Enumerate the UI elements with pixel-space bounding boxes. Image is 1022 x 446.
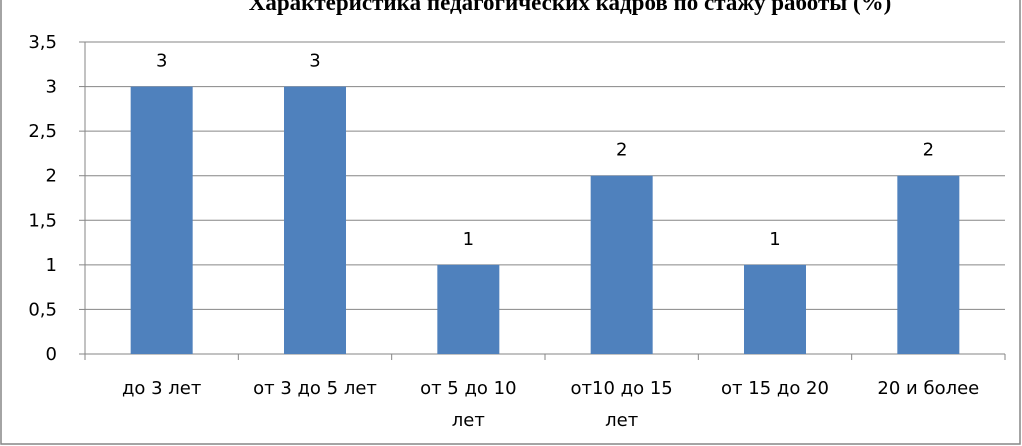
x-tick-label: от10 до 15 лет xyxy=(571,378,673,431)
bar xyxy=(284,86,346,355)
data-label: 2 xyxy=(616,140,627,161)
category-labels: до 3 лет от 3 до 5 лет от 5 до 10 лет от10 д… xyxy=(122,378,979,431)
x-tick-label: от 15 до 20 xyxy=(721,378,829,399)
bar xyxy=(744,264,806,354)
x-tick-label: от 5 до 10 лет xyxy=(420,378,516,431)
data-label: 3 xyxy=(309,51,320,72)
bar xyxy=(897,175,960,354)
x-tick-label: 20 и более xyxy=(877,378,979,399)
y-tick-label: 3 xyxy=(46,77,57,98)
y-tick-label: 2,5 xyxy=(28,121,57,142)
y-tick-label: 0,5 xyxy=(28,299,57,320)
data-label: 3 xyxy=(156,51,167,72)
x-tick-label: от 3 до 5 лет xyxy=(253,378,377,399)
axes: 0 0,5 1 1,5 2 2,5 3 3,5 xyxy=(28,32,1006,365)
gridlines xyxy=(85,41,1005,310)
y-tick-label: 1,5 xyxy=(28,210,57,231)
data-label: 1 xyxy=(769,229,780,250)
x-tick-label: до 3 лет xyxy=(122,378,201,399)
bar xyxy=(130,86,193,355)
bar xyxy=(590,175,653,354)
data-labels: 3 3 1 2 1 2 xyxy=(156,51,934,250)
chart-title: Характеристика педагогических кадров по … xyxy=(249,0,892,15)
data-label: 2 xyxy=(923,140,934,161)
y-tick-label: 1 xyxy=(46,255,57,276)
bars xyxy=(130,86,960,355)
y-tick-label: 3,5 xyxy=(28,32,57,53)
bar xyxy=(437,264,500,354)
data-label: 1 xyxy=(463,229,474,250)
y-tick-label: 0 xyxy=(46,344,57,365)
y-tick-label: 2 xyxy=(46,166,57,187)
